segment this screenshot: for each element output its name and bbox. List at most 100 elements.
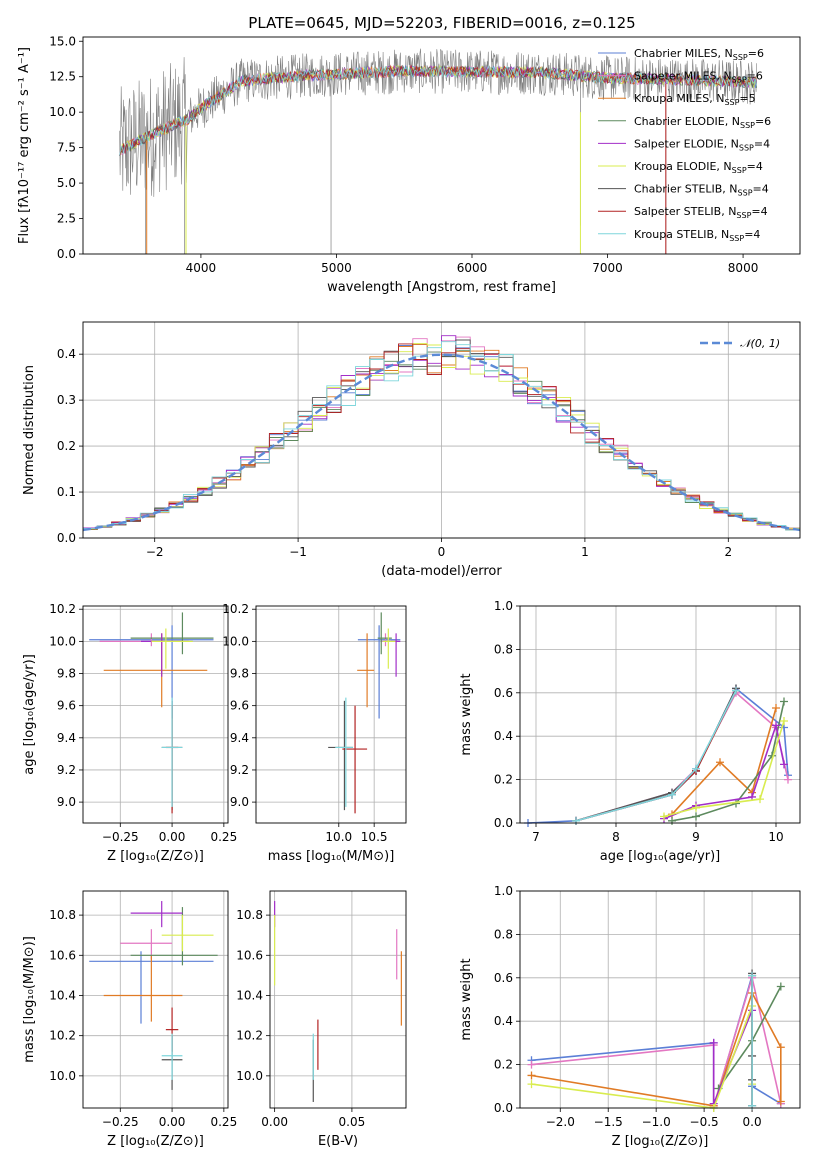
mw-vs-z-xtick-label: −1.0 <box>642 1115 671 1129</box>
mw-vs-age-ytick-label: 1.0 <box>494 599 513 613</box>
spectrum-legend-entry: Chabrier ELODIE, NSSP=6 <box>634 115 771 130</box>
residual-xlabel: (data-model)/error <box>381 564 502 579</box>
mass-vs-ebv-xlabel: E(B-V) <box>318 1134 358 1149</box>
age-vs-z-frame <box>82 605 229 824</box>
spectrum-ylabel: Flux [fλ10⁻¹⁷ erg cm⁻² s⁻¹ A⁻¹] <box>17 47 32 244</box>
age-vs-z-ytick-label: 9.0 <box>57 795 76 809</box>
mw-vs-z-ytick-label: 0.6 <box>494 971 513 985</box>
mw-vs-z-marker-kroupa_stelib <box>748 971 757 980</box>
mw-vs-age-marker-kroupa_stelib <box>572 816 580 825</box>
spectrum-plot <box>119 48 757 254</box>
spectrum-ytick-label: 7.5 <box>57 141 76 155</box>
mw-vs-z-ytick-label: 0.8 <box>494 927 513 941</box>
mw-vs-z-xtick-label: −2.0 <box>546 1115 575 1129</box>
residual-legend-label: 𝒩(0, 1) <box>740 337 780 350</box>
mw-vs-age-marker-kroupa_miles <box>716 758 724 767</box>
age-vs-z-ytick-label: 9.4 <box>57 731 76 745</box>
age-vs-z-xtick-label: −0.25 <box>102 830 139 844</box>
spectrum-ytick-label: 0.0 <box>57 247 76 261</box>
mw-vs-z-plot <box>527 969 785 1112</box>
mass-vs-ebv-ytick-label: 10.6 <box>236 948 263 962</box>
age-vs-z-plot <box>89 612 214 814</box>
spectrum-frame <box>82 36 801 255</box>
residual-ytick-label: 0.2 <box>57 439 76 453</box>
age-vs-z-xtick-label: 0.00 <box>159 830 186 844</box>
age-vs-mass-axes: 10.0 10.5 9.0 9.2 9.4 9.6 9.8 10.0 10.2 <box>222 602 406 844</box>
mw-vs-z-marker-chabrier_elodie <box>776 982 785 991</box>
spectrum-xtick-label: 4000 <box>186 261 217 275</box>
spectrum-model-kroupa_stelib <box>119 64 757 156</box>
age-vs-mass-plot <box>328 612 401 814</box>
age-vs-mass-xtick-label: 10.5 <box>361 830 388 844</box>
spectrum-xtick-label: 8000 <box>728 261 759 275</box>
mass-vs-ebv-frame <box>269 890 407 1109</box>
mw-vs-age-series-kroupa_miles <box>671 707 777 815</box>
mw-vs-age-xtick-label: 8 <box>612 830 620 844</box>
age-vs-mass-ytick-label: 10.2 <box>222 602 249 616</box>
mw-vs-z-marker-kroupa_miles <box>776 1043 785 1052</box>
mw-vs-age-ytick-label: 0.4 <box>494 729 513 743</box>
age-vs-z-xtick-label: 0.25 <box>210 830 237 844</box>
spectrum-xtick-label: 6000 <box>457 261 488 275</box>
mw-vs-z-frame <box>519 890 801 1109</box>
mw-vs-z-ytick-label: 0.2 <box>494 1058 513 1072</box>
age-vs-mass-ytick-label: 9.6 <box>230 699 249 713</box>
mass-vs-ebv-xtick-label: 0.00 <box>261 1115 288 1129</box>
age-vs-mass-frame <box>255 605 407 824</box>
spectrum-legend-entry: Salpeter ELODIE, NSSP=4 <box>634 137 770 152</box>
mw-vs-age-frame <box>519 605 801 824</box>
mass-vs-z-xtick-label: 0.00 <box>159 1115 186 1129</box>
mw-vs-z-ytick-label: 0.4 <box>494 1014 513 1028</box>
mw-vs-z-marker-salpeter_elodie <box>709 1038 718 1047</box>
mw-vs-age-xtick-label: 7 <box>532 830 540 844</box>
age-vs-z-ytick-label: 9.8 <box>57 667 76 681</box>
mw-vs-z-marker-salpeter_miles <box>527 1060 536 1069</box>
age-vs-z-ylabel: age [log₁₀(age/yr)] <box>22 654 37 775</box>
spectrum-legend-entry: Salpeter STELIB, NSSP=4 <box>634 205 768 220</box>
mw-vs-age-marker-kroupa_stelib <box>668 790 676 799</box>
residual-ytick-label: 0.1 <box>57 485 76 499</box>
mass-vs-z-ytick-label: 10.0 <box>49 1069 76 1083</box>
mass-vs-z-ytick-label: 10.6 <box>49 948 76 962</box>
spectrum-ytick-label: 15.0 <box>49 34 76 48</box>
mw-vs-age-marker-chabrier_elodie <box>692 812 700 821</box>
residual-plot <box>83 335 800 532</box>
mw-vs-z-xtick-label: 0.0 <box>743 1115 762 1129</box>
spectrum-legend-entry: Kroupa STELIB, NSSP=4 <box>634 228 760 243</box>
mw-vs-age-marker-kroupa_elodie <box>780 717 788 726</box>
spectrum-legend-entry: Kroupa MILES, NSSP=5 <box>634 92 756 107</box>
residual-ylabel: Normed distribution <box>22 365 37 495</box>
spectrum-legend-entry: Salpeter MILES, NSSP=6 <box>634 70 763 85</box>
age-vs-z-ytick-label: 10.2 <box>49 602 76 616</box>
mw-vs-age-ytick-label: 0.2 <box>494 773 513 787</box>
mass-vs-z-xtick-label: −0.25 <box>102 1115 139 1129</box>
age-vs-z-ytick-label: 10.0 <box>49 634 76 648</box>
age-vs-mass-ytick-label: 9.8 <box>230 667 249 681</box>
mw-vs-age-xlabel: age [log₁₀(age/yr)] <box>600 849 721 864</box>
mw-vs-z-ylabel: mass weight <box>459 958 474 1040</box>
mass-vs-z-axes: −0.25 0.00 0.25 10.0 10.2 10.4 10.6 10.8 <box>49 891 237 1129</box>
mass-vs-z-xlabel: Z [log₁₀(Z/Z⊙)] <box>107 1134 204 1149</box>
mw-vs-age-series-kroupa_stelib <box>575 690 737 822</box>
mw-vs-age-xtick-label: 10 <box>768 830 783 844</box>
age-vs-mass-ytick-label: 10.0 <box>222 634 249 648</box>
mw-vs-z-ytick-label: 1.0 <box>494 884 513 898</box>
mass-vs-z-plot <box>89 901 218 1090</box>
residual-ytick-label: 0.4 <box>57 347 76 361</box>
spectrum-legend-entry: Kroupa ELODIE, NSSP=4 <box>634 160 763 175</box>
age-vs-mass-xtick-label: 10.0 <box>325 830 352 844</box>
spectrum-title: PLATE=0645, MJD=52203, FIBERID=0016, z=0… <box>248 14 635 32</box>
mw-vs-age-marker-kroupa_elodie <box>692 803 700 812</box>
residual-ytick-label: 0.0 <box>57 531 76 545</box>
residual-frame <box>82 321 801 539</box>
mw-vs-age-xtick-label: 9 <box>692 830 700 844</box>
mw-vs-age-marker-salpeter_elodie <box>780 760 788 769</box>
mw-vs-age-ytick-label: 0.0 <box>494 816 513 830</box>
spectrum-xtick-label: 7000 <box>592 261 623 275</box>
residual-xtick-label: 2 <box>724 545 732 559</box>
mass-vs-ebv-ytick-label: 10.2 <box>236 1029 263 1043</box>
mw-vs-z-ytick-label: 0.0 <box>494 1101 513 1115</box>
age-vs-z-xlabel: Z [log₁₀(Z/Z⊙)] <box>107 849 204 864</box>
mw-vs-z-marker-kroupa_miles <box>527 1071 536 1080</box>
